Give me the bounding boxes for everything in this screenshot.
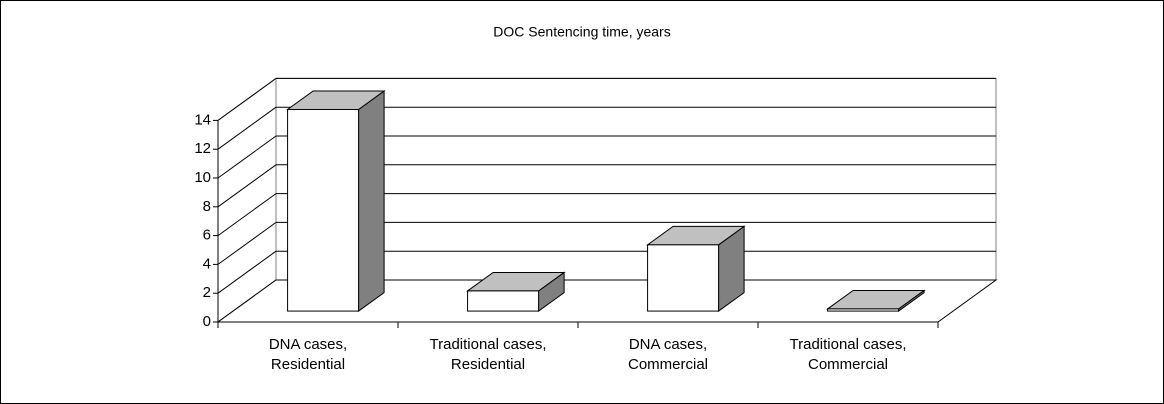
side-grid-line: [217, 250, 277, 294]
side-grid-line: [217, 106, 277, 150]
side-grid-line: [217, 221, 277, 265]
bar: [647, 244, 720, 312]
x-tick-label: Traditional cases, Commercial: [789, 336, 907, 373]
y-tick-label: 2: [203, 284, 211, 301]
bar: [287, 108, 360, 312]
bar: [827, 308, 900, 312]
y-tick-label: 0: [203, 313, 211, 330]
y-tick-label: 12: [194, 140, 211, 157]
y-tick-label: 8: [203, 198, 211, 215]
floor: [216, 279, 998, 323]
x-tick-label: DNA cases, Commercial: [627, 336, 708, 373]
side-grid-line: [217, 164, 277, 208]
y-tick-label: 4: [203, 255, 211, 272]
side-grid-line: [217, 135, 277, 179]
side-grid-line: [217, 77, 277, 121]
bar-side: [358, 90, 385, 313]
bar: [467, 290, 540, 312]
side-grid-line: [217, 193, 277, 237]
y-tick-label: 6: [203, 227, 211, 244]
x-tick-label: DNA cases, Residential: [268, 336, 348, 373]
back-wall: [275, 77, 997, 281]
chart-title: DOC Sentencing time, years: [493, 24, 670, 40]
y-tick-label: 10: [194, 169, 211, 186]
y-tick-label: 14: [194, 111, 211, 128]
x-tick-label: Traditional cases, Residential: [429, 336, 547, 373]
